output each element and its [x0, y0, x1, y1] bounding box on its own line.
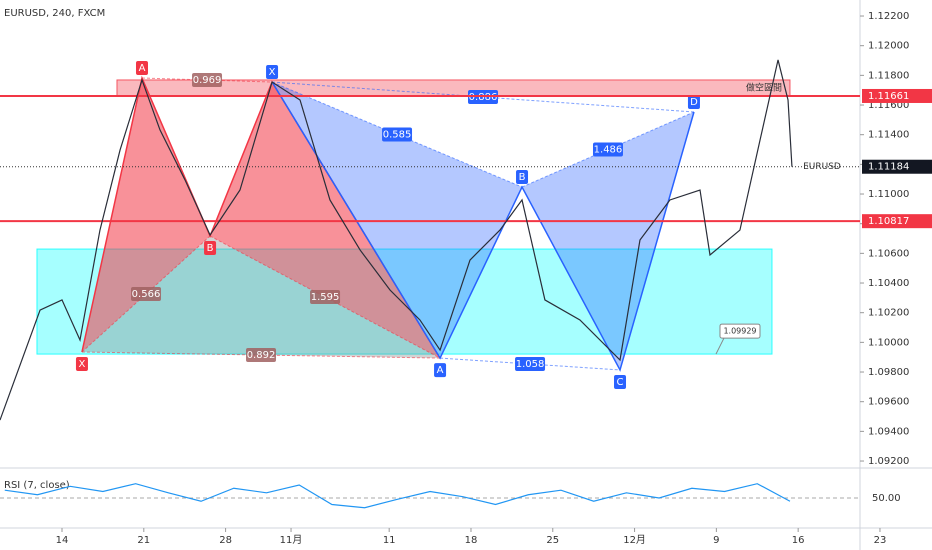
ratio-box — [131, 287, 162, 302]
y-tick-label: 1.09600 — [868, 397, 909, 408]
x-tick-label: 25 — [546, 535, 559, 546]
point-label: X — [79, 359, 86, 370]
x-tick-label: 23 — [874, 535, 887, 546]
level-tag — [862, 214, 932, 229]
rsi-title: RSI (7, close) — [4, 480, 70, 491]
level-tag — [862, 88, 932, 103]
ratio-label: 1.058 — [516, 359, 545, 370]
ratio-label: 1.595 — [311, 292, 340, 303]
ratio-label: 1.486 — [594, 145, 623, 156]
point-box — [614, 374, 627, 389]
ratio-box — [592, 142, 623, 157]
y-tick-label: 1.09200 — [868, 456, 909, 467]
ratio-label: 0.892 — [247, 350, 276, 361]
ratio-box — [515, 357, 546, 372]
ratio-line — [521, 111, 695, 188]
level-tag-label: 1.11661 — [868, 91, 909, 102]
last-price-tag — [862, 159, 932, 174]
last-price-label: 1.11184 — [868, 162, 909, 173]
ratio-label: 0.886 — [469, 92, 498, 103]
point-box — [434, 363, 447, 378]
point-box — [516, 170, 529, 185]
y-tick-label: 1.11400 — [868, 130, 909, 141]
y-tick-label: 1.10000 — [868, 337, 909, 348]
point-label: B — [207, 243, 214, 254]
y-tick-label: 1.09800 — [868, 367, 909, 378]
ratio-box — [310, 290, 341, 305]
price-line — [0, 59, 793, 421]
y-tick-label: 1.10200 — [868, 308, 909, 319]
ratio-label: 0.969 — [193, 75, 222, 86]
rsi-line — [4, 483, 791, 509]
pattern-fill — [81, 78, 211, 353]
zone-label: 做空區間 — [746, 81, 782, 93]
point-box — [266, 65, 279, 80]
callout-label: 1.09929 — [723, 327, 756, 336]
rsi-tick-label: 50.00 — [872, 493, 901, 504]
callout-pointer — [715, 337, 725, 355]
point-label: D — [690, 97, 698, 108]
x-tick-label: 18 — [465, 535, 478, 546]
x-tick-label: 14 — [56, 535, 69, 546]
point-label: A — [139, 63, 146, 74]
point-box — [204, 241, 217, 256]
point-label: X — [269, 67, 276, 78]
point-label: B — [519, 172, 526, 183]
point-box — [687, 94, 700, 109]
point-box — [75, 357, 88, 372]
x-tick-label: 11月 — [280, 534, 303, 546]
ratio-label: 0.585 — [383, 130, 412, 141]
pattern-fill — [272, 82, 523, 359]
point-label: C — [617, 377, 624, 388]
x-tick-label: 28 — [219, 535, 232, 546]
y-tick-label: 1.11800 — [868, 70, 909, 81]
y-tick-label: 1.11600 — [868, 100, 909, 111]
ratio-label: 0.566 — [132, 289, 161, 300]
ratio-box — [192, 73, 223, 88]
point-box — [135, 61, 148, 76]
pattern-fill — [81, 236, 441, 359]
x-tick-label: 21 — [137, 535, 150, 546]
y-tick-label: 1.11000 — [868, 189, 909, 200]
ratio-box — [246, 348, 277, 363]
callout-box — [719, 323, 761, 339]
point-label: A — [437, 365, 444, 376]
ratio-box — [468, 90, 499, 105]
pattern-fill — [210, 82, 441, 359]
x-tick-label: 12月 — [623, 534, 646, 546]
y-tick-label: 1.10600 — [868, 248, 909, 259]
x-tick-label: 16 — [792, 535, 805, 546]
ratio-box — [382, 127, 413, 142]
last-price-name: EURUSD — [803, 162, 841, 172]
y-tick-label: 1.09400 — [868, 426, 909, 437]
level-tag-label: 1.10817 — [868, 216, 909, 227]
y-tick-label: 1.12200 — [868, 11, 909, 22]
y-tick-label: 1.10400 — [868, 278, 909, 289]
x-tick-label: 11 — [383, 535, 396, 546]
pattern-fill — [522, 111, 694, 370]
x-tick-label: 9 — [713, 535, 719, 546]
chart-title: EURUSD, 240, FXCM — [4, 8, 105, 19]
y-tick-label: 1.12000 — [868, 41, 909, 52]
